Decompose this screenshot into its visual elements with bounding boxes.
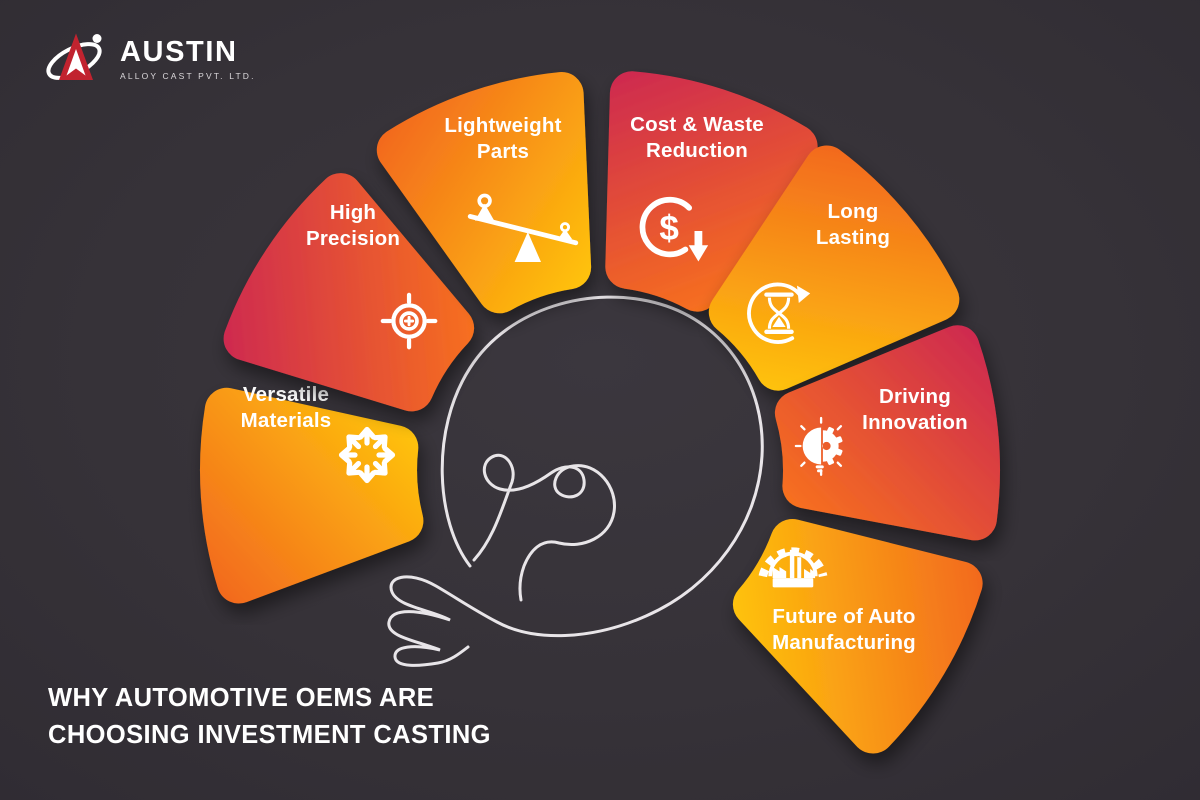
brand-text: AUSTIN ALLOY CAST PVT. LTD. (120, 35, 256, 81)
petal-label: Long Lasting (816, 200, 890, 249)
petal-label: High Precision (306, 201, 400, 250)
lightbulb-line-art (387, 295, 764, 667)
brand-name: AUSTIN (120, 35, 238, 68)
petal-shape (223, 173, 475, 412)
petal-high-precision: High Precision (223, 173, 475, 412)
petal-cost-waste-reduction: Cost & Waste Reduction (605, 71, 818, 312)
petal-shape (199, 387, 424, 604)
petal-label: Cost & Waste Reduction (630, 113, 764, 162)
petal-shape (732, 519, 983, 754)
petal-long-lasting: Long Lasting (708, 145, 960, 391)
petal-versatile-materials: Versatile Materials (199, 383, 424, 604)
petal-future-of-auto-manufacturing: Future of Auto Manufacturing (732, 519, 983, 754)
petal-driving-innovation: Driving Innovation (774, 325, 1001, 541)
petal-label: Driving Innovation (862, 385, 968, 434)
brand-tagline: ALLOY CAST PVT. LTD. (120, 70, 256, 81)
brand-logo: AUSTIN ALLOY CAST PVT. LTD. (44, 30, 256, 88)
petal-shape (708, 145, 960, 391)
petal-lightweight-parts: Lightweight Parts (376, 72, 592, 314)
title-line-2: CHOOSING INVESTMENT CASTING (48, 721, 491, 749)
petal-label: Versatile Materials (241, 383, 332, 432)
page-title: WHY AUTOMOTIVE OEMS ARE CHOOSING INVESTM… (48, 680, 491, 754)
austin-logo-icon (46, 33, 102, 80)
petal-label: Future of Auto Manufacturing (772, 605, 916, 654)
petal-label: Lightweight Parts (444, 114, 561, 163)
title-line-1: WHY AUTOMOTIVE OEMS ARE (48, 684, 435, 712)
